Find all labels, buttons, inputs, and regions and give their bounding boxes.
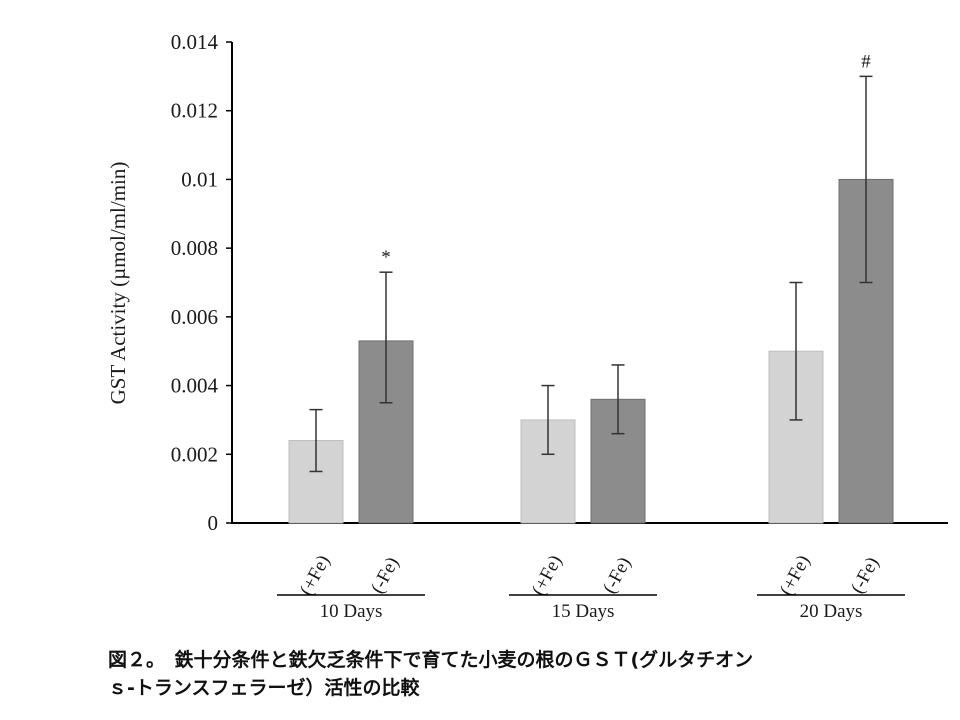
- y-tick-label: 0.008: [171, 236, 218, 260]
- y-tick-label: 0.012: [171, 99, 218, 123]
- y-tick-label: 0.006: [171, 305, 218, 329]
- y-tick-label: 0: [208, 511, 219, 535]
- caption-line-2: ｓ-トランスフェラーゼ）活性の比較: [108, 677, 420, 699]
- bar: [590, 398, 646, 524]
- significance-mark: *: [381, 247, 391, 268]
- bar-category-label: (-Fe): [599, 554, 635, 597]
- y-tick-label: 0.01: [181, 167, 218, 191]
- y-tick-label: 0.002: [171, 442, 218, 466]
- group-label: 10 Days: [320, 601, 383, 622]
- group-label: 20 Days: [800, 601, 863, 622]
- bar-category-label: (-Fe): [367, 554, 403, 597]
- bar-category-label: (+Fe): [296, 552, 334, 599]
- figure-caption: 図２。 鉄十分条件と鉄欠乏条件下で育てた小麦の根のＧＳＴ(グルタチオン ｓ-トラ…: [108, 646, 948, 702]
- bar-category-label: (+Fe): [528, 552, 566, 599]
- caption-line-1: 図２。 鉄十分条件と鉄欠乏条件下で育てた小麦の根のＧＳＴ(グルタチオン: [108, 649, 754, 671]
- significance-mark: #: [861, 51, 871, 72]
- bar-category-label: (+Fe): [776, 552, 814, 599]
- y-tick-label: 0.014: [171, 30, 219, 54]
- y-tick-label: 0.004: [171, 374, 219, 398]
- bar-category-label: (-Fe): [847, 554, 883, 597]
- group-label: 15 Days: [552, 601, 615, 622]
- y-axis-title: GST Activity (µmol/ml/min): [106, 162, 130, 405]
